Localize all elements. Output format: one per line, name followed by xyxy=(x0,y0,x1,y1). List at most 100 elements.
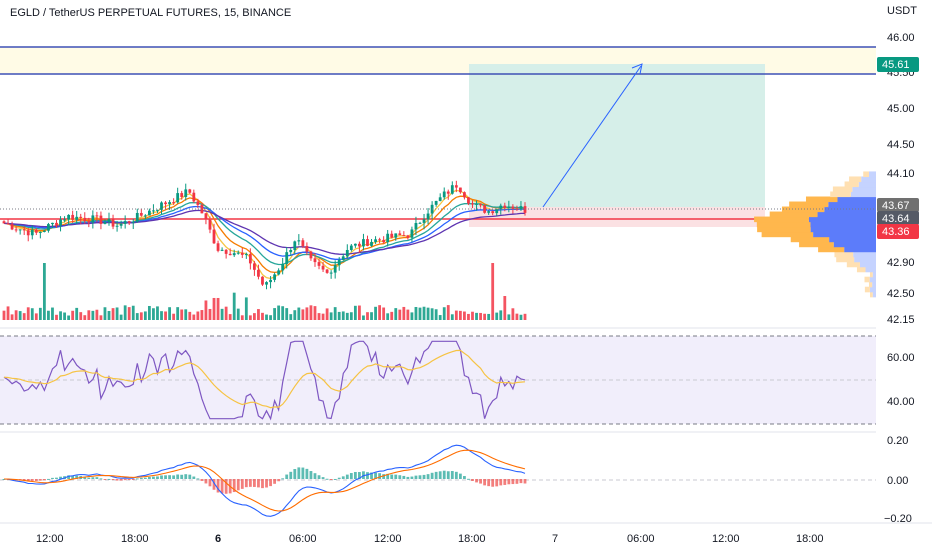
candle-body xyxy=(71,214,75,220)
volume-bar xyxy=(479,312,482,320)
volume-bar xyxy=(358,305,361,320)
volume-profile-row xyxy=(799,241,834,248)
macd-histogram-bar xyxy=(499,479,503,486)
macd-histogram-bar xyxy=(289,471,293,479)
candle-body xyxy=(378,239,382,241)
macd-histogram-bar xyxy=(91,477,95,479)
volume-bar xyxy=(426,307,430,320)
macd-histogram-bar xyxy=(67,475,71,479)
rsi-tick: 60.00 xyxy=(887,352,915,364)
macd-histogram-bar xyxy=(123,479,127,481)
volume-bar xyxy=(390,311,394,320)
volume-bar xyxy=(341,311,345,320)
volume-bar xyxy=(51,307,54,320)
volume-profile-row xyxy=(810,221,876,228)
symbol-title[interactable]: EGLD / TetherUS PERPETUAL FUTURES, 15, B… xyxy=(10,7,291,19)
volume-bar xyxy=(83,315,87,320)
volume-bar xyxy=(139,312,143,320)
volume-bar xyxy=(257,309,260,320)
volume-bar xyxy=(204,300,208,320)
candle-body xyxy=(382,239,386,243)
volume-bar xyxy=(14,310,18,320)
volume-profile-row xyxy=(830,191,851,198)
volume-bar xyxy=(224,306,228,320)
candle-body xyxy=(289,249,293,253)
time-label: 18:00 xyxy=(796,533,824,545)
candle-body xyxy=(446,191,450,194)
projection-arrow-line[interactable] xyxy=(542,65,642,208)
macd-histogram-bar xyxy=(313,473,317,479)
volume-bar xyxy=(499,310,503,320)
macd-histogram-bar xyxy=(253,479,256,487)
macd-histogram-bar xyxy=(325,478,329,480)
candle-body xyxy=(131,221,135,223)
time-label: 18:00 xyxy=(121,533,149,545)
macd-histogram-bar xyxy=(152,476,155,479)
macd-histogram-bar xyxy=(463,476,466,479)
candle-body xyxy=(345,249,349,257)
candle-body xyxy=(398,233,402,236)
rsi-pane[interactable] xyxy=(3,340,526,421)
last-price-tag xyxy=(877,198,919,212)
long-position-stop-zone[interactable] xyxy=(469,207,765,227)
macd-histogram-bar xyxy=(71,475,75,479)
volume-profile-row xyxy=(837,196,876,203)
volume-bar xyxy=(438,315,442,320)
volume-bar xyxy=(382,307,386,320)
volume-bars xyxy=(2,263,527,320)
volume-bar xyxy=(248,315,252,320)
macd-histogram-bar xyxy=(47,478,50,480)
candle-body xyxy=(503,205,507,208)
macd-tick: −0.20 xyxy=(884,513,912,525)
volume-profile-row xyxy=(856,266,866,273)
macd-histogram-bar xyxy=(309,471,313,479)
price-axis[interactable]: USDT 46.00 45.50 45.00 44.50 44.10 42.90… xyxy=(877,5,919,525)
volume-bar xyxy=(67,315,71,320)
candle-body xyxy=(333,265,337,273)
candle-body xyxy=(487,211,491,213)
macd-histogram-bar xyxy=(378,473,382,479)
candle-body xyxy=(467,197,470,204)
macd-histogram-bar xyxy=(168,475,171,479)
volume-profile-row xyxy=(808,216,876,223)
volume-profile xyxy=(754,171,876,298)
candle-body xyxy=(402,235,406,237)
candle-body xyxy=(99,215,103,224)
candle-body xyxy=(370,241,373,246)
macd-histogram-bar xyxy=(147,476,151,479)
volume-profile-row xyxy=(869,286,876,293)
volume-bar xyxy=(160,311,163,320)
macd-histogram-bar xyxy=(345,474,349,479)
candle-body xyxy=(358,243,361,247)
macd-histogram-bar xyxy=(139,477,143,479)
macd-pane[interactable] xyxy=(2,444,527,517)
long-position-target-zone[interactable] xyxy=(469,64,765,207)
volume-bar xyxy=(143,311,147,320)
candle-body xyxy=(313,258,317,263)
volume-profile-row xyxy=(872,271,876,278)
rsi-tick: 40.00 xyxy=(887,396,915,408)
candle-body xyxy=(75,216,79,220)
volume-bar xyxy=(228,314,232,320)
candle-body xyxy=(495,209,499,214)
macd-histogram-bar xyxy=(515,479,519,484)
candlesticks[interactable] xyxy=(2,180,527,290)
time-label: 18:00 xyxy=(458,533,486,545)
macd-histogram-bar xyxy=(422,474,426,479)
volume-bar xyxy=(519,314,523,320)
macd-histogram-bar xyxy=(240,479,244,489)
price-tick: 44.50 xyxy=(887,139,915,151)
volume-bar xyxy=(176,307,180,320)
time-axis[interactable]: 12:00 18:00 6 06:00 12:00 18:00 7 06:00 … xyxy=(36,533,824,545)
volume-bar xyxy=(244,297,248,320)
candle-body xyxy=(2,221,6,224)
candle-body xyxy=(353,243,357,246)
volume-profile-row xyxy=(769,211,818,218)
candle-body xyxy=(26,230,30,236)
candle-body xyxy=(55,222,58,226)
candle-body xyxy=(212,229,216,244)
volume-bar xyxy=(212,297,216,320)
volume-bar xyxy=(240,315,244,320)
volume-bar xyxy=(30,308,34,320)
